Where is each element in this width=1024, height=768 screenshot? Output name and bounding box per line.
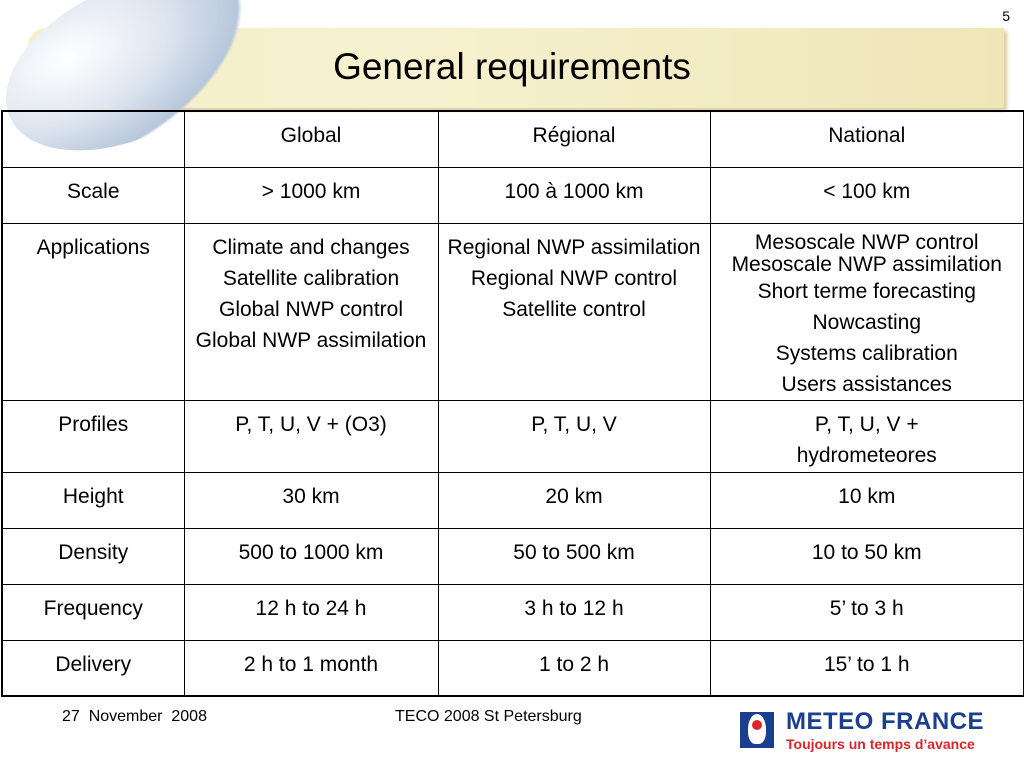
cell-regional-applications: Regional NWP assimilation Regional NWP c… <box>437 222 711 401</box>
cell-global: 500 to 1000 km <box>183 527 439 585</box>
row-label: Frequency <box>1 583 185 641</box>
table-row-density: Density 500 to 1000 km 50 to 500 km 10 t… <box>1 527 1024 585</box>
cell-global: 30 km <box>183 471 439 529</box>
footer-date: 27 November 2008 <box>62 708 207 725</box>
list-item: Regional NWP assimilation <box>447 235 701 259</box>
cell-national: 10 km <box>709 471 1024 529</box>
cell-national: 10 to 50 km <box>709 527 1024 585</box>
cell-regional: 3 h to 12 h <box>437 583 711 641</box>
footer-event: TECO 2008 St Petersburg <box>395 708 582 725</box>
title-banner <box>0 0 1004 186</box>
row-label: Scale <box>1 166 185 224</box>
table-row-frequency: Frequency 12 h to 24 h 3 h to 12 h 5’ to… <box>1 583 1024 641</box>
cell-regional: 1 to 2 h <box>437 639 711 697</box>
cell-global: > 1000 km <box>183 166 439 224</box>
list-item: Nowcasting <box>812 310 922 334</box>
list-item: Satellite calibration <box>222 266 400 290</box>
header-cell-global: Global <box>183 110 439 168</box>
table-row-height: Height 30 km 20 km 10 km <box>1 471 1024 529</box>
list-item: Regional NWP control <box>470 266 678 290</box>
list-item: Users assistances <box>781 372 952 396</box>
header-cell-regional: Régional <box>437 110 711 168</box>
table-header-row: Global Régional National <box>1 110 1024 168</box>
header-cell-national: National <box>709 110 1024 168</box>
page-title: General requirements <box>333 46 691 87</box>
list-item: Global NWP assimilation <box>195 328 427 352</box>
list-item: Mesoscale NWP control <box>754 230 979 254</box>
logo-tagline: Toujours un temps d’avance <box>786 736 975 752</box>
cell-regional: P, T, U, V <box>437 399 711 473</box>
cell-national-line: P, T, U, V + <box>814 412 919 436</box>
row-label: Applications <box>1 222 185 401</box>
list-item: Systems calibration <box>775 341 958 365</box>
cell-global: 12 h to 24 h <box>183 583 439 641</box>
cell-national-applications: Mesoscale NWP control Mesoscale NWP assi… <box>709 222 1024 401</box>
cell-national: P, T, U, V + hydrometeores <box>709 399 1024 473</box>
list-item: Satellite control <box>502 297 646 321</box>
list-item: Mesoscale NWP assimilation <box>731 252 1002 276</box>
list-item: Short terme forecasting <box>757 279 976 303</box>
cell-global: 2 h to 1 month <box>183 639 439 697</box>
cell-regional: 50 to 500 km <box>437 527 711 585</box>
table-row-applications: Applications Climate and changes Satelli… <box>1 222 1024 401</box>
requirements-table: Global Régional National Scale > 1000 km… <box>1 110 1024 697</box>
cell-national: 5’ to 3 h <box>709 583 1024 641</box>
cell-regional: 20 km <box>437 471 711 529</box>
cell-global: P, T, U, V + (O3) <box>183 399 439 473</box>
list-item: Global NWP control <box>218 297 404 321</box>
row-label: Profiles <box>1 399 185 473</box>
table-row-scale: Scale > 1000 km 100 à 1000 km < 100 km <box>1 166 1024 224</box>
row-label: Delivery <box>1 639 185 697</box>
header-cell-empty <box>1 110 185 168</box>
list-item: Climate and changes <box>212 235 410 259</box>
table-row-profiles: Profiles P, T, U, V + (O3) P, T, U, V P,… <box>1 399 1024 473</box>
cell-national: 15’ to 1 h <box>709 639 1024 697</box>
cell-regional: 100 à 1000 km <box>437 166 711 224</box>
cell-national-line: hydrometeores <box>796 443 937 467</box>
meteo-france-mark-icon <box>740 712 774 748</box>
logo-name: METEO FRANCE <box>786 708 984 735</box>
cell-global-applications: Climate and changes Satellite calibratio… <box>183 222 439 401</box>
row-label: Density <box>1 527 185 585</box>
cell-national: < 100 km <box>709 166 1024 224</box>
row-label: Height <box>1 471 185 529</box>
meteo-france-logo: METEO FRANCE Toujours un temps d’avance <box>740 708 1010 756</box>
table-row-delivery: Delivery 2 h to 1 month 1 to 2 h 15’ to … <box>1 639 1024 697</box>
slide-number: 5 <box>1002 8 1010 24</box>
